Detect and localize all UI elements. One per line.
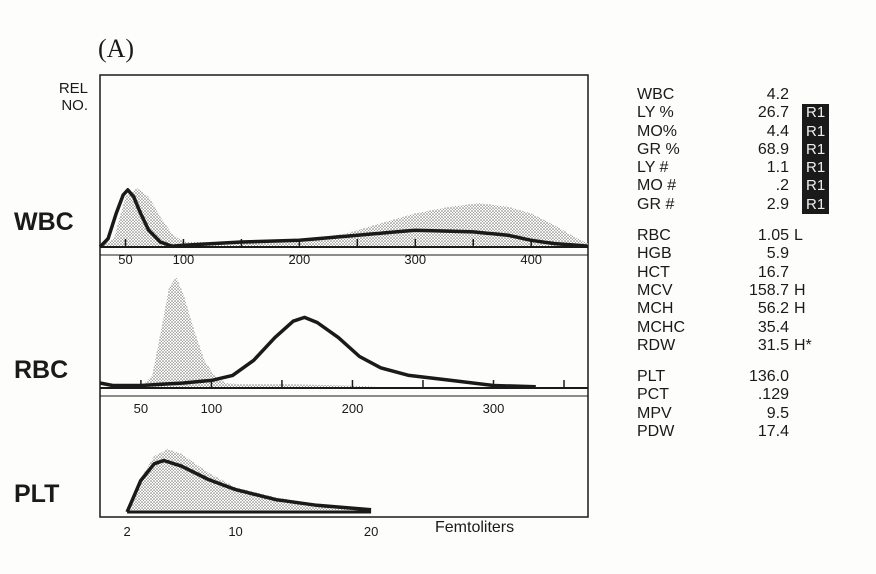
result-name: MO # (637, 177, 677, 195)
result-name: RBC (637, 227, 671, 245)
result-name: HCT (637, 263, 670, 281)
result-row-pdw: PDW 17.4 (637, 423, 829, 441)
wbc-tick-label: 100 (173, 252, 195, 267)
result-value: 4.2 (766, 86, 789, 103)
result-value: .2 (775, 177, 789, 195)
chart-frame (99, 74, 589, 518)
result-row-hgb: HGB 5.9 (637, 245, 829, 263)
result-value: 31.5 (757, 336, 789, 354)
wbc-tick-label: 50 (118, 252, 132, 267)
result-row-ly: LY % 26.7 R1 (637, 104, 830, 123)
y-axis-label-line2: NO. (61, 97, 88, 114)
result-flag: H (794, 300, 806, 318)
result-value: 35.4 (757, 318, 789, 336)
result-value: 4.4 (766, 122, 789, 140)
result-row-mo: MO% 4.4 R1 (637, 122, 830, 141)
plt-tick-label: 10 (228, 524, 242, 539)
result-row-mchc: MCHC 35.4 (637, 319, 829, 337)
rbc-patient-curve (99, 315, 536, 389)
result-name: MPV (637, 404, 672, 422)
result-value: 2.9 (766, 195, 789, 213)
result-row-hct: HCT 16.7 (637, 264, 829, 282)
result-name: PCT (637, 386, 669, 404)
result-value: 1.05 (757, 227, 789, 245)
result-name: PDW (637, 423, 675, 441)
result-name: LY # (637, 159, 669, 177)
result-row-pct: PCT .129 (637, 386, 829, 404)
result-name: PLT (637, 368, 666, 386)
region-badge: R1 (802, 195, 830, 215)
plt-tick-label: 20 (364, 524, 378, 539)
result-row-wbc: WBC 4.2 (637, 86, 829, 104)
result-name: HGB (637, 245, 672, 263)
rbc-tick-label: 200 (342, 401, 364, 416)
result-flag: L (794, 227, 803, 245)
rbc-tick-label: 50 (134, 401, 148, 416)
result-value: 17.4 (757, 423, 789, 441)
panel-label-wbc: WBC (14, 208, 74, 236)
result-name: GR % (637, 140, 680, 158)
wbc-tick-label: 200 (289, 252, 311, 267)
region-badge: R1 (802, 104, 830, 123)
result-row-ly: LY # 1.1 R1 (637, 159, 830, 178)
result-row-mo: MO # .2 R1 (637, 177, 830, 196)
region-badge: R1 (802, 140, 830, 160)
result-value: 68.9 (757, 140, 789, 158)
result-value: .129 (757, 386, 789, 404)
result-value: 26.7 (757, 104, 789, 122)
result-name: MCV (637, 281, 673, 299)
y-axis-label-line1: REL (58, 80, 88, 97)
result-name: MO% (637, 122, 677, 140)
group-spacer (637, 214, 829, 227)
result-flag: H* (794, 336, 812, 354)
group-spacer (637, 355, 829, 368)
result-flag: H (794, 281, 806, 299)
rbc-tick-label: 100 (201, 401, 223, 416)
rbc-reference-area (100, 277, 395, 388)
result-name: WBC (637, 86, 675, 103)
region-badge: R1 (802, 177, 830, 196)
result-value: 9.5 (766, 404, 789, 422)
result-row-rbc: RBC 1.05 L (637, 227, 829, 245)
result-row-plt: PLT 136.0 (637, 368, 829, 386)
plt-reference-area (127, 449, 372, 512)
y-axis-label: REL NO. (48, 80, 88, 114)
result-value: 16.7 (757, 263, 789, 281)
plt-patient-curve (125, 458, 372, 513)
region-badge: R1 (802, 159, 830, 178)
result-row-gr: GR % 68.9 R1 (637, 140, 830, 160)
wbc-tick-label: 400 (520, 252, 542, 267)
result-row-mch: MCH 56.2 H (637, 300, 829, 318)
results-table: WBC 4.2 LY % 26.7 R1 MO% 4.4 R1 GR % 68.9 R1 LY # 1.… (637, 86, 830, 441)
result-value: 56.2 (757, 300, 789, 318)
result-name: MCH (637, 300, 674, 318)
result-row-rdw: RDW 31.5 H* (637, 337, 829, 355)
result-name: RDW (637, 336, 676, 354)
panel-label-plt: PLT (14, 480, 60, 508)
result-value: 5.9 (766, 245, 789, 263)
result-row-mcv: MCV 158.7 H (637, 282, 829, 300)
figure-label: (A) (98, 34, 135, 63)
result-row-mpv: MPV 9.5 (637, 405, 829, 423)
plt-tick-label: 2 (123, 524, 130, 539)
result-name: LY % (637, 104, 674, 122)
result-name: GR # (637, 195, 675, 213)
wbc-tick-label: 300 (404, 252, 426, 267)
result-row-gr: GR # 2.9 R1 (637, 195, 830, 215)
result-value: 1.1 (766, 159, 789, 177)
region-badge: R1 (802, 122, 830, 141)
x-axis-unit-label: Femtoliters (435, 519, 515, 536)
result-name: MCHC (637, 318, 685, 336)
result-value: 136.0 (748, 368, 789, 386)
panel-label-rbc: RBC (14, 356, 69, 384)
rbc-tick-label: 300 (483, 401, 505, 416)
result-value: 158.7 (748, 281, 789, 299)
